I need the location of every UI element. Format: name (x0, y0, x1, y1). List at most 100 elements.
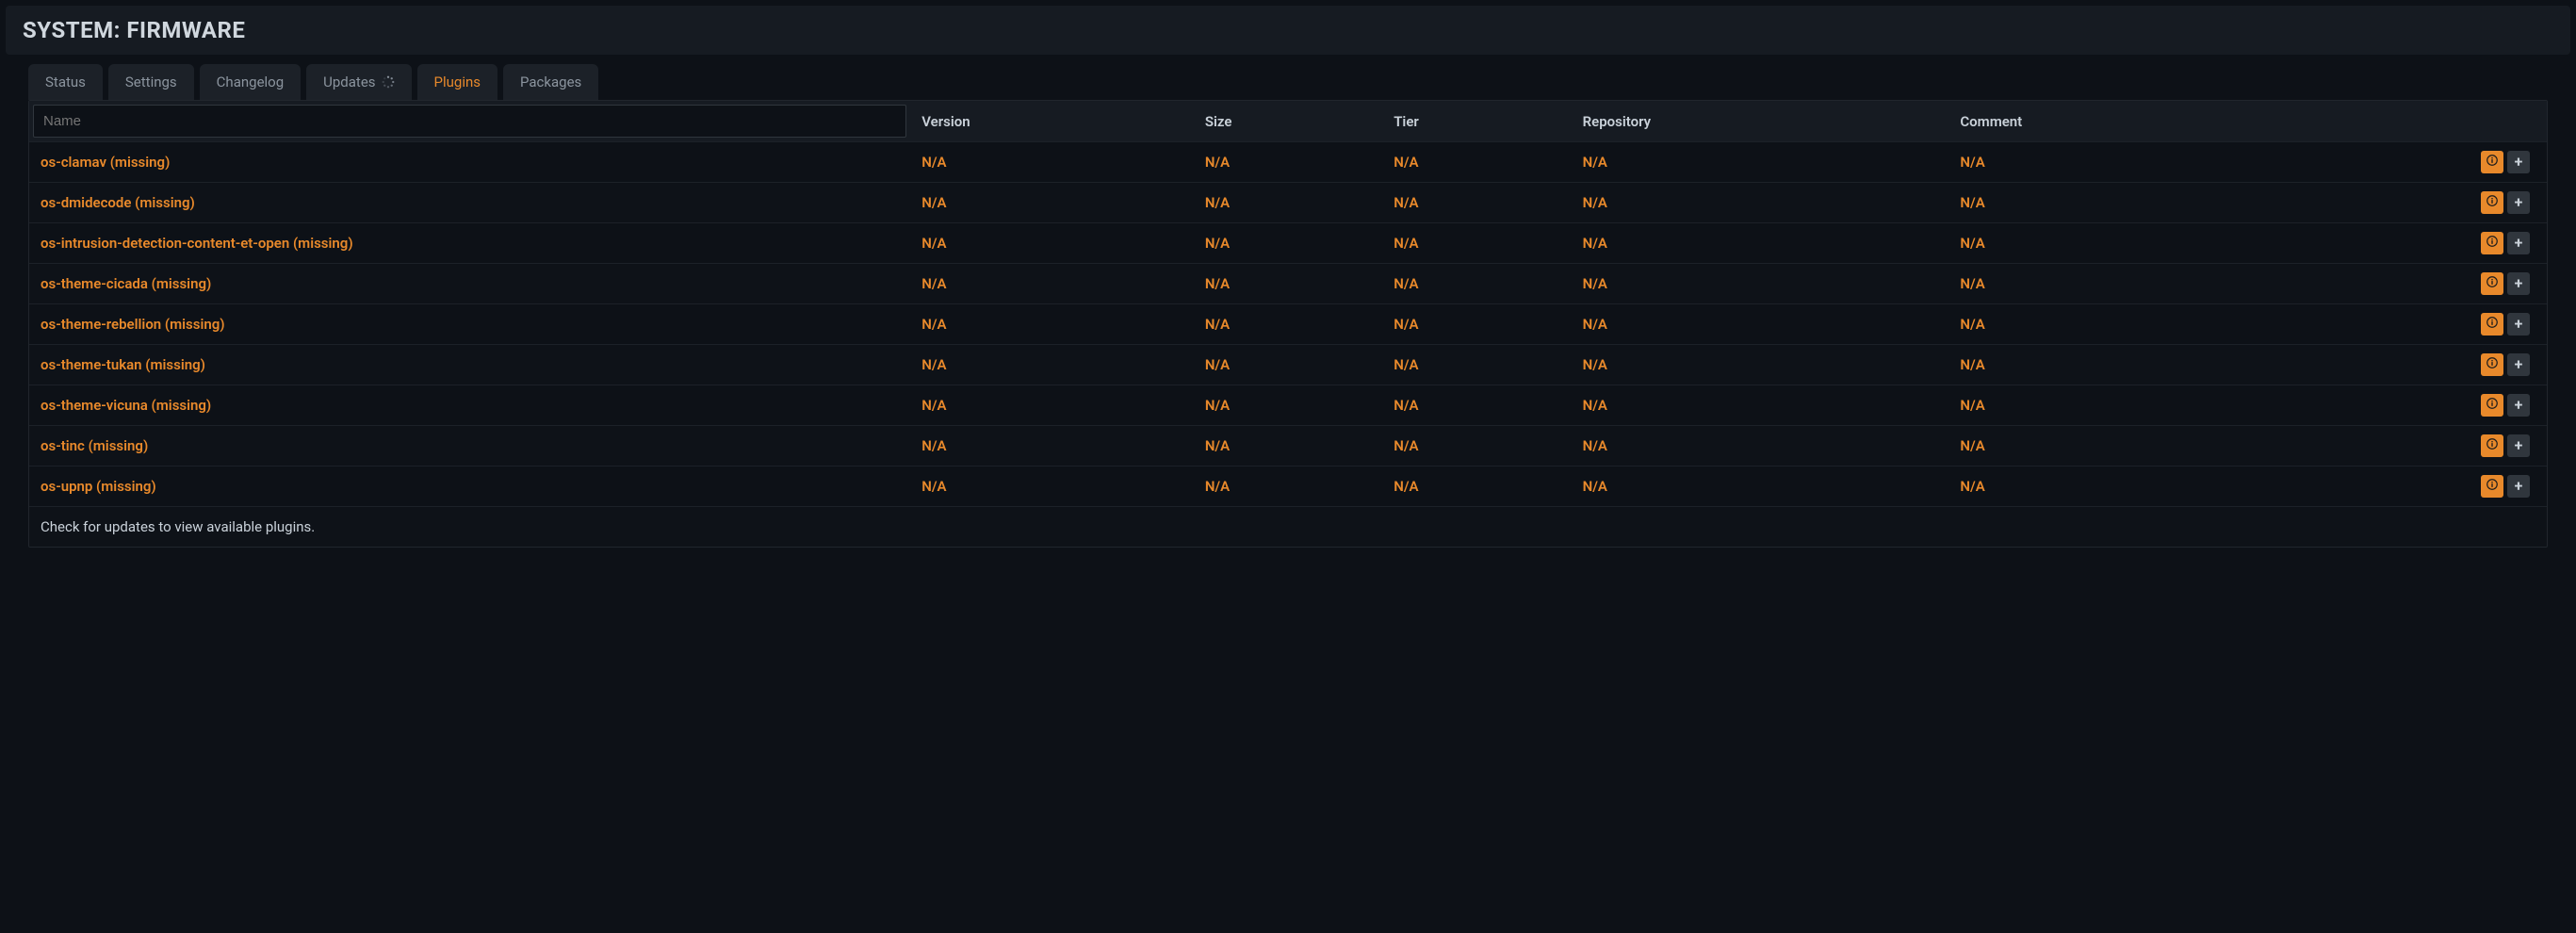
cell-actions: + (2326, 304, 2547, 345)
install-button[interactable]: + (2507, 475, 2530, 498)
cell-name[interactable]: os-tinc (missing) (29, 426, 910, 466)
cell-comment: N/A (1948, 426, 2326, 466)
tab-changelog[interactable]: Changelog (200, 64, 301, 100)
cell-size: N/A (1194, 345, 1382, 385)
cell-name[interactable]: os-theme-rebellion (missing) (29, 304, 910, 345)
info-icon (2486, 438, 2498, 453)
info-button[interactable] (2481, 272, 2503, 295)
cell-name[interactable]: os-clamav (missing) (29, 142, 910, 183)
cell-size: N/A (1194, 426, 1382, 466)
tab-label: Changelog (217, 74, 284, 90)
cell-version: N/A (910, 142, 1194, 183)
table-row: os-upnp (missing)N/AN/AN/AN/AN/A+ (29, 466, 2547, 507)
cell-name[interactable]: os-theme-cicada (missing) (29, 264, 910, 304)
tab-bar: Status Settings Changelog Updates Plugins Pac… (6, 64, 2570, 100)
cell-version: N/A (910, 385, 1194, 426)
cell-name[interactable]: os-dmidecode (missing) (29, 183, 910, 223)
cell-size: N/A (1194, 385, 1382, 426)
cell-size: N/A (1194, 304, 1382, 345)
plus-icon: + (2515, 155, 2523, 170)
cell-name[interactable]: os-upnp (missing) (29, 466, 910, 507)
col-name (29, 101, 910, 142)
cell-name[interactable]: os-intrusion-detection-content-et-open (… (29, 223, 910, 264)
cell-size: N/A (1194, 142, 1382, 183)
info-button[interactable] (2481, 313, 2503, 336)
cell-actions: + (2326, 223, 2547, 264)
info-button[interactable] (2481, 475, 2503, 498)
cell-repository: N/A (1572, 466, 1949, 507)
cell-tier: N/A (1382, 142, 1571, 183)
info-button[interactable] (2481, 191, 2503, 214)
cell-tier: N/A (1382, 304, 1571, 345)
tab-label: Updates (323, 74, 375, 90)
plus-icon: + (2515, 276, 2523, 291)
tab-updates[interactable]: Updates (306, 64, 411, 100)
cell-tier: N/A (1382, 223, 1571, 264)
install-button[interactable]: + (2507, 272, 2530, 295)
cell-version: N/A (910, 466, 1194, 507)
tab-label: Status (45, 74, 86, 90)
cell-comment: N/A (1948, 142, 2326, 183)
page-title: SYSTEM: FIRMWARE (23, 17, 2553, 43)
cell-repository: N/A (1572, 142, 1949, 183)
install-button[interactable]: + (2507, 151, 2530, 173)
cell-name[interactable]: os-theme-tukan (missing) (29, 345, 910, 385)
cell-actions: + (2326, 264, 2547, 304)
name-filter-input[interactable] (33, 105, 906, 138)
cell-name[interactable]: os-theme-vicuna (missing) (29, 385, 910, 426)
cell-actions: + (2326, 142, 2547, 183)
cell-comment: N/A (1948, 304, 2326, 345)
cell-size: N/A (1194, 466, 1382, 507)
table-row: os-clamav (missing)N/AN/AN/AN/AN/A+ (29, 142, 2547, 183)
plus-icon: + (2515, 195, 2523, 210)
cell-comment: N/A (1948, 466, 2326, 507)
cell-tier: N/A (1382, 426, 1571, 466)
cell-version: N/A (910, 223, 1194, 264)
plus-icon: + (2515, 398, 2523, 413)
col-actions (2326, 101, 2547, 142)
cell-version: N/A (910, 345, 1194, 385)
table-row: os-theme-cicada (missing)N/AN/AN/AN/AN/A… (29, 264, 2547, 304)
tab-label: Settings (125, 74, 177, 90)
info-button[interactable] (2481, 434, 2503, 457)
info-button[interactable] (2481, 232, 2503, 254)
info-button[interactable] (2481, 394, 2503, 417)
table-row: os-intrusion-detection-content-et-open (… (29, 223, 2547, 264)
plus-icon: + (2515, 438, 2523, 453)
cell-comment: N/A (1948, 223, 2326, 264)
tab-plugins[interactable]: Plugins (417, 64, 497, 100)
col-tier[interactable]: Tier (1382, 101, 1571, 142)
install-button[interactable]: + (2507, 394, 2530, 417)
install-button[interactable]: + (2507, 313, 2530, 336)
tab-label: Packages (520, 74, 581, 90)
cell-version: N/A (910, 183, 1194, 223)
cell-size: N/A (1194, 183, 1382, 223)
install-button[interactable]: + (2507, 191, 2530, 214)
table-row: os-dmidecode (missing)N/AN/AN/AN/AN/A+ (29, 183, 2547, 223)
loading-spinner-icon (382, 75, 395, 89)
cell-tier: N/A (1382, 183, 1571, 223)
cell-repository: N/A (1572, 304, 1949, 345)
tab-settings[interactable]: Settings (108, 64, 194, 100)
cell-actions: + (2326, 466, 2547, 507)
info-icon (2486, 317, 2498, 332)
info-icon (2486, 398, 2498, 413)
info-button[interactable] (2481, 151, 2503, 173)
cell-version: N/A (910, 426, 1194, 466)
tab-status[interactable]: Status (28, 64, 103, 100)
col-comment[interactable]: Comment (1948, 101, 2326, 142)
plus-icon: + (2515, 236, 2523, 251)
cell-tier: N/A (1382, 264, 1571, 304)
col-version[interactable]: Version (910, 101, 1194, 142)
tab-packages[interactable]: Packages (503, 64, 598, 100)
col-size[interactable]: Size (1194, 101, 1382, 142)
info-button[interactable] (2481, 353, 2503, 376)
content-area: Version Size Tier Repository Comment os-… (6, 100, 2570, 559)
install-button[interactable]: + (2507, 232, 2530, 254)
table-footer-text: Check for updates to view available plug… (29, 507, 2547, 548)
col-repository[interactable]: Repository (1572, 101, 1949, 142)
install-button[interactable]: + (2507, 434, 2530, 457)
info-icon (2486, 195, 2498, 210)
table-header-row: Version Size Tier Repository Comment (29, 101, 2547, 142)
install-button[interactable]: + (2507, 353, 2530, 376)
